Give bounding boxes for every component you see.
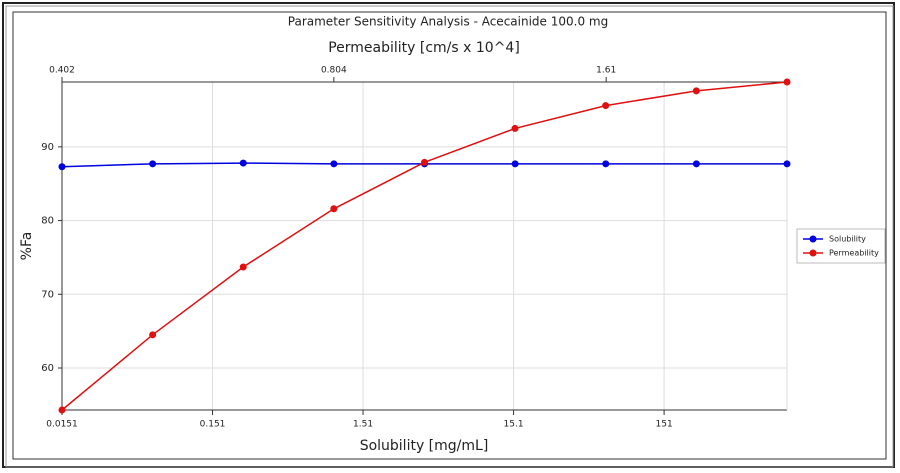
x-tick-label: 0.151: [200, 420, 226, 430]
y-axis-label: %Fa: [19, 232, 35, 261]
legend-swatch: [809, 235, 817, 243]
x-axis-label: Solubility [mg/mL]: [360, 438, 489, 454]
data-point: [692, 160, 700, 168]
x-tick-label: 0.0151: [46, 420, 78, 430]
x2-axis-label: Permeability [cm/s x 10^4]: [328, 40, 520, 56]
data-point: [602, 102, 610, 110]
x2-tick-label: 0.402: [49, 66, 75, 76]
data-point: [330, 205, 338, 213]
data-point: [330, 160, 338, 168]
data-point: [58, 163, 66, 171]
legend-label: Permeability: [829, 249, 879, 258]
x2-tick-label: 0.804: [321, 66, 347, 76]
data-point: [511, 160, 519, 168]
legend-swatch: [809, 249, 817, 257]
y-tick-label: 90: [41, 142, 54, 153]
data-point: [239, 263, 247, 271]
data-point: [239, 159, 247, 167]
data-point: [692, 87, 700, 95]
data-point: [58, 406, 66, 414]
legend-label: Solubility: [829, 235, 866, 244]
data-point: [420, 158, 428, 166]
x-tick-label: 1.51: [353, 420, 373, 430]
data-point: [511, 124, 519, 132]
y-tick-label: 60: [41, 363, 54, 374]
y-tick-label: 80: [41, 216, 54, 227]
x-tick-label: 15.1: [504, 420, 524, 430]
data-point: [149, 331, 157, 339]
y-tick-label: 70: [41, 289, 54, 300]
data-point: [149, 160, 157, 168]
data-point: [783, 160, 791, 168]
inner-frame: [12, 11, 887, 460]
chart-title: Parameter Sensitivity Analysis - Acecain…: [288, 15, 608, 29]
x2-tick-label: 1.61: [596, 66, 616, 76]
data-point: [783, 78, 791, 86]
legend-box: [796, 228, 886, 264]
x-tick-label: 151: [656, 420, 673, 430]
outer-frame: [2, 2, 895, 468]
frame-shadow: [5, 5, 894, 468]
data-point: [602, 160, 610, 168]
